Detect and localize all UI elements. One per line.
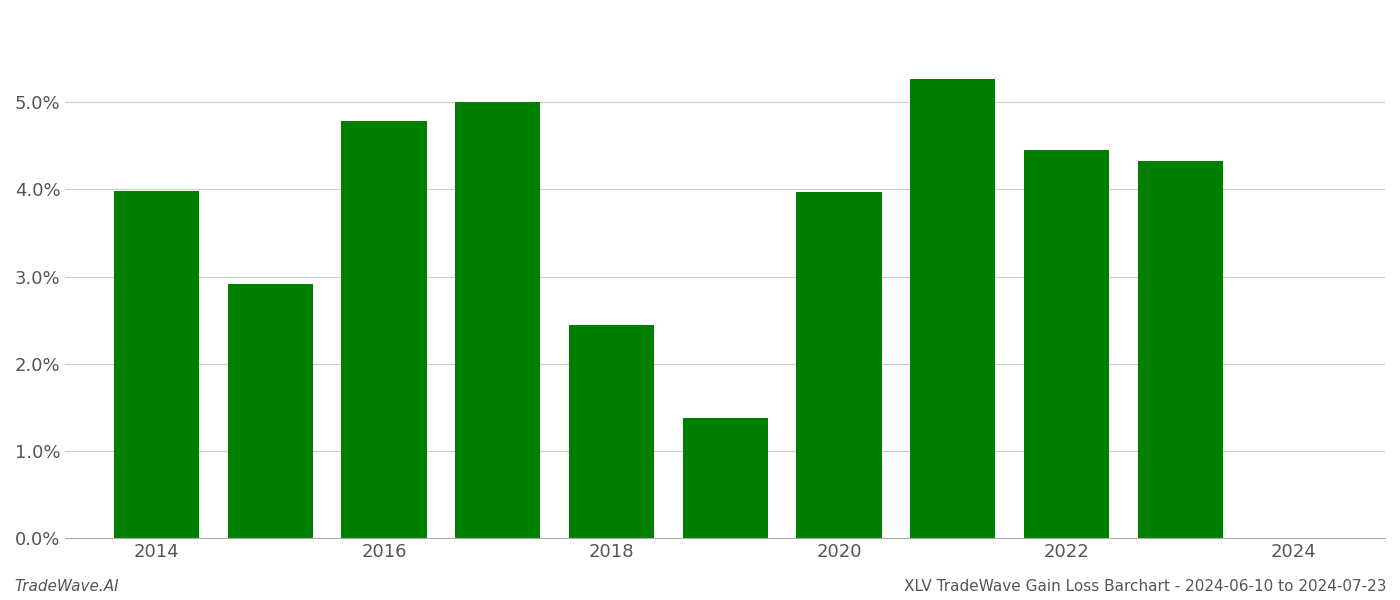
Bar (1138, 161, 1224, 538)
Text: XLV TradeWave Gain Loss Barchart - 2024-06-10 to 2024-07-23: XLV TradeWave Gain Loss Barchart - 2024-… (903, 579, 1386, 594)
Text: TradeWave.AI: TradeWave.AI (14, 579, 119, 594)
Bar (683, 418, 767, 538)
Bar (228, 284, 312, 538)
Bar (1023, 150, 1109, 538)
Bar (113, 191, 199, 538)
Bar (568, 325, 654, 538)
Bar (455, 102, 540, 538)
Bar (797, 192, 882, 538)
Bar (342, 121, 427, 538)
Bar (910, 79, 995, 538)
